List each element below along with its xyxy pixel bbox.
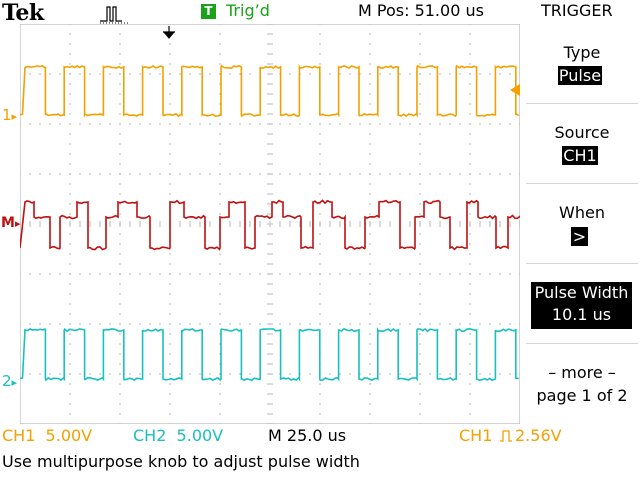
menu-divider [526, 263, 638, 264]
pulse-width-button[interactable]: Pulse Width 10.1 us [531, 282, 632, 329]
pulse-width-label: Pulse Width [531, 282, 632, 304]
trigger-status-icon: T [201, 4, 216, 19]
menu-type-value[interactable]: Pulse [558, 66, 602, 85]
brand-logo: Tek [2, 0, 44, 26]
menu-when-label[interactable]: When [524, 203, 640, 222]
ch1-scale: CH1 5.00V [2, 426, 92, 446]
horizontal-position: M Pos: 51.00 us [358, 1, 484, 21]
time-scale: M 25.0 us [268, 426, 346, 446]
menu-source-value[interactable]: CH1 [562, 146, 598, 165]
ch1-marker: 1▸ [2, 106, 17, 124]
menu-more-button[interactable]: – more – [524, 363, 640, 382]
menu-when-value[interactable]: > [571, 227, 588, 246]
trigger-status: Trig’d [226, 1, 270, 21]
menu-title: TRIGGER [541, 1, 613, 21]
menu-type-label[interactable]: Type [524, 43, 640, 62]
menu-divider [526, 343, 638, 344]
menu-source-label[interactable]: Source [524, 123, 640, 142]
trigger-level: 2.56V [515, 426, 562, 446]
waveform-display[interactable] [20, 24, 520, 424]
pulse-acquisition-icon [100, 4, 130, 24]
math-marker: M▸ [1, 215, 20, 231]
pulse-width-value: 10.1 us [531, 304, 632, 326]
status-message: Use multipurpose knob to adjust pulse wi… [2, 451, 360, 473]
trigger-source: CH1 [459, 426, 492, 446]
ch2-scale: CH2 5.00V [133, 426, 223, 446]
menu-divider [526, 183, 638, 184]
menu-divider [526, 103, 638, 104]
menu-page-indicator: page 1 of 2 [524, 386, 640, 405]
ch2-marker: 2▸ [2, 372, 17, 390]
pulse-trigger-icon [499, 429, 513, 443]
